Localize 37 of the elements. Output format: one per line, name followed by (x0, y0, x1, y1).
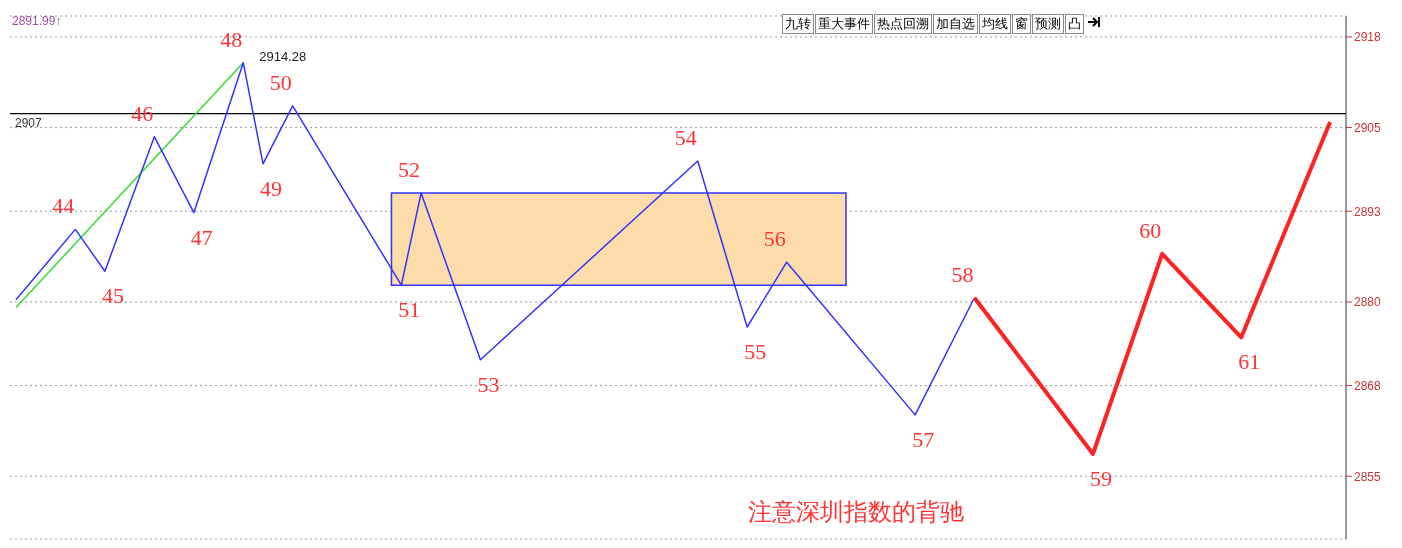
annotation: 48 (220, 26, 243, 52)
annotation: 注意深圳指数的背驰 (748, 497, 964, 528)
annotation: 重大事件 (815, 14, 873, 34)
annotation: 51 (398, 297, 421, 323)
annotation: 57 (912, 426, 935, 452)
annotation: 45 (101, 283, 124, 309)
y-tick-label: 2893 (1354, 204, 1382, 219)
annotation: 窗 (1012, 14, 1031, 34)
annotation: 53 (477, 371, 500, 397)
y-tick-label: 2880 (1354, 295, 1382, 310)
annotation: 52 (398, 157, 421, 183)
annotation: 47 (190, 224, 213, 250)
y-tick-label: 2905 (1354, 120, 1382, 135)
annotation: 49 (260, 175, 283, 201)
annotation: 61 (1238, 349, 1261, 375)
annotation: 2914.28 (259, 48, 307, 64)
line-series (972, 120, 1333, 456)
annotation: 54 (674, 125, 697, 151)
annotation: 热点回溯 (874, 14, 932, 34)
annotation: 凸 (1065, 14, 1084, 34)
annotation: 2891.99↑ (12, 14, 62, 28)
annotation: 预测 (1032, 14, 1064, 34)
annotation: 56 (763, 226, 786, 252)
y-tick-label: 2868 (1354, 378, 1382, 393)
ref-line-label: 2907 (15, 116, 43, 131)
annotation: 九转 (782, 14, 814, 34)
line-series (15, 61, 976, 416)
y-tick-label: 2918 (1354, 30, 1382, 45)
annotation: 58 (951, 261, 974, 287)
annotation: 60 (1139, 217, 1162, 243)
annotation: 55 (744, 339, 767, 365)
y-tick-label: 2855 (1354, 469, 1382, 484)
annotation: 44 (52, 193, 75, 219)
annotation: 59 (1089, 465, 1112, 491)
annotation: 50 (269, 69, 292, 95)
annotation: 加自选 (933, 14, 978, 34)
annotation: 均线 (979, 14, 1011, 34)
